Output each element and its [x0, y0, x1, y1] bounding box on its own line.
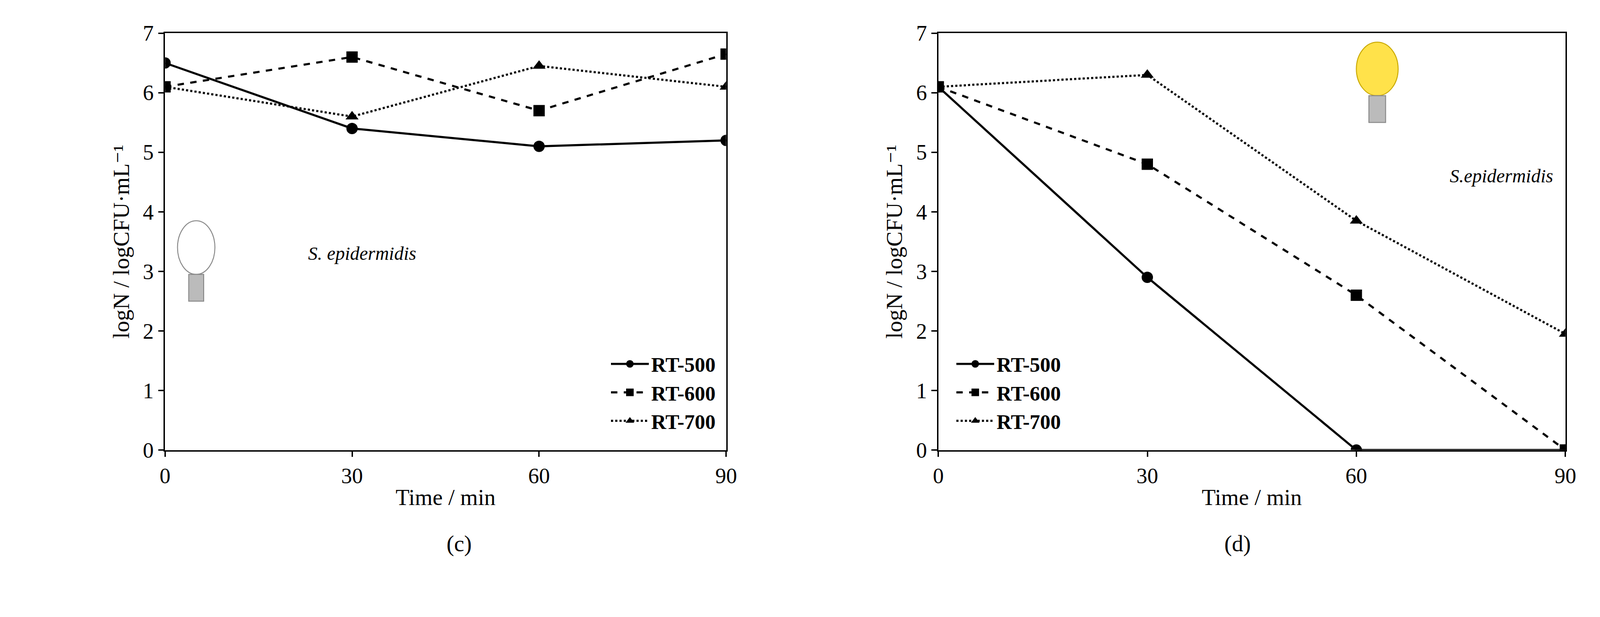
svg-text:RT-500: RT-500 [651, 353, 716, 377]
svg-text:60: 60 [528, 464, 551, 489]
svg-text:(c): (c) [446, 531, 472, 557]
svg-text:30: 30 [341, 464, 363, 489]
svg-text:logN / logCFU·mL⁻¹: logN / logCFU·mL⁻¹ [881, 144, 907, 339]
svg-text:2: 2 [142, 319, 154, 344]
svg-text:90: 90 [715, 464, 738, 489]
svg-text:S.epidermidis: S.epidermidis [1449, 165, 1554, 187]
svg-text:RT-600: RT-600 [996, 382, 1061, 406]
svg-text:S. epidermidis: S. epidermidis [308, 242, 417, 265]
svg-text:1: 1 [916, 378, 928, 404]
svg-text:60: 60 [1345, 464, 1368, 489]
svg-text:6: 6 [142, 80, 154, 105]
svg-text:(d): (d) [1224, 531, 1251, 557]
svg-text:3: 3 [142, 259, 154, 284]
svg-text:90: 90 [1554, 464, 1577, 489]
svg-text:1: 1 [142, 378, 154, 404]
svg-text:6: 6 [916, 80, 928, 105]
svg-text:2: 2 [916, 319, 928, 344]
svg-text:RT-700: RT-700 [996, 410, 1061, 434]
svg-text:7: 7 [916, 21, 928, 46]
svg-text:4: 4 [916, 200, 928, 225]
svg-text:5: 5 [916, 140, 928, 165]
svg-text:7: 7 [142, 21, 154, 46]
svg-text:0: 0 [142, 438, 154, 463]
svg-text:Time / min: Time / min [395, 484, 496, 510]
svg-text:0: 0 [932, 464, 944, 489]
svg-text:0: 0 [159, 464, 171, 489]
svg-text:Time / min: Time / min [1201, 484, 1302, 510]
svg-text:4: 4 [142, 200, 154, 225]
svg-text:RT-500: RT-500 [996, 353, 1061, 377]
svg-text:logN / logCFU·mL⁻¹: logN / logCFU·mL⁻¹ [108, 144, 134, 339]
svg-text:3: 3 [916, 259, 928, 284]
svg-text:0: 0 [916, 438, 928, 463]
svg-text:30: 30 [1136, 464, 1159, 489]
svg-text:RT-700: RT-700 [651, 410, 716, 434]
svg-text:RT-600: RT-600 [651, 382, 716, 406]
svg-text:5: 5 [142, 140, 154, 165]
